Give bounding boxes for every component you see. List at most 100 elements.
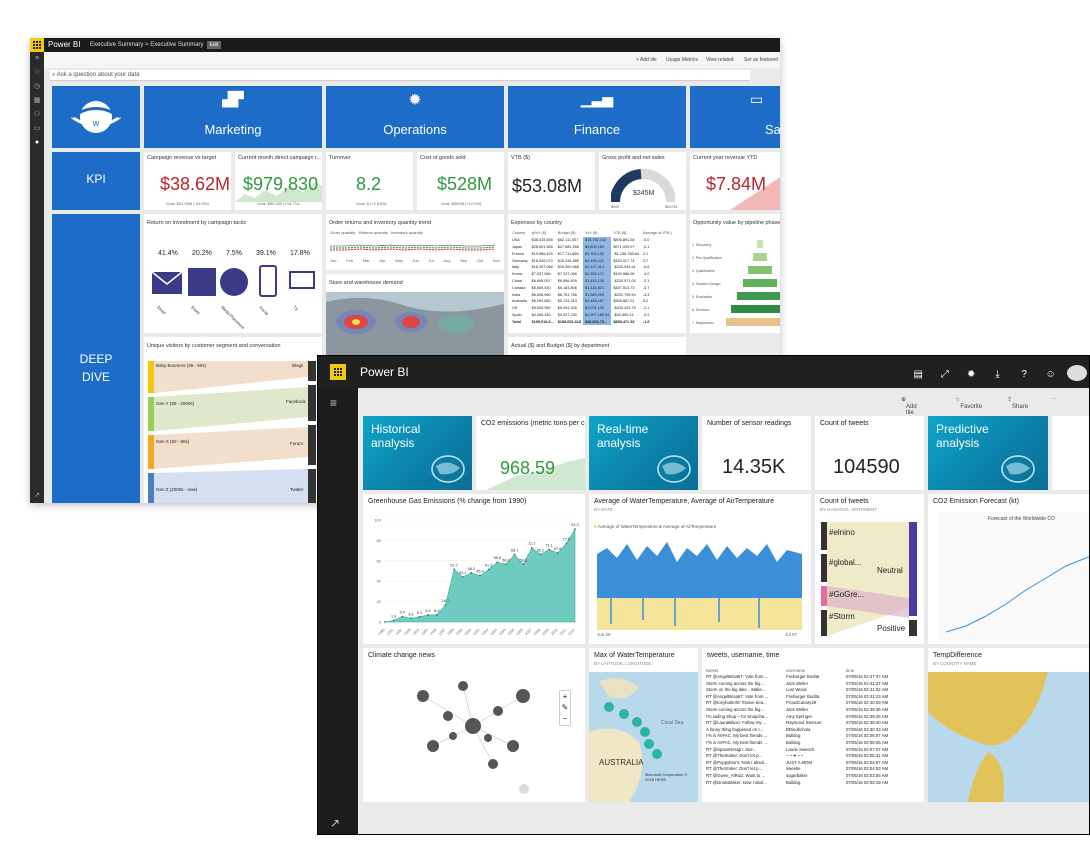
- home-button[interactable]: [519, 784, 529, 794]
- fullscreen-icon[interactable]: ⤢: [940, 369, 949, 380]
- ghg-point[interactable]: [487, 568, 490, 571]
- tweet-row[interactable]: Storm coming across the big... Jack Welle…: [706, 681, 920, 688]
- share-button[interactable]: ⇪ Share: [1007, 397, 1029, 410]
- set-featured-link[interactable]: Set as featured: [744, 57, 778, 63]
- ghg-point[interactable]: [453, 568, 455, 571]
- ghg-point[interactable]: [461, 576, 464, 578]
- comment-icon[interactable]: ▤: [913, 369, 923, 380]
- realtime-analysis-tile[interactable]: Real-time analysis: [589, 416, 698, 490]
- funnel-bar[interactable]: [753, 253, 767, 261]
- ghg-point[interactable]: [505, 563, 507, 566]
- ghg-point[interactable]: [392, 619, 395, 622]
- edit-icon[interactable]: ✎: [561, 703, 569, 712]
- apps-icon[interactable]: ▦: [33, 97, 41, 104]
- ghg-point[interactable]: [574, 528, 576, 531]
- tweet-row[interactable]: RT @Gwen_AlRuiz: Want to ... sugarbaker 07…: [706, 773, 920, 780]
- order-returns-tile[interactable]: Order returns and inventory quantity tre…: [326, 214, 504, 270]
- edit-badge[interactable]: Edit: [206, 41, 222, 49]
- tweets-table-tile[interactable]: tweets, username, time tweets username t…: [702, 648, 924, 802]
- hashtag-tweets-tile[interactable]: Count of tweets BY HASHTAG, SENTIMENT #e…: [815, 494, 924, 644]
- ghg-point[interactable]: [513, 553, 516, 556]
- ghg-point[interactable]: [470, 571, 473, 574]
- water-temp-map-tile[interactable]: Max of WaterTemperature BY LATITUDE, LON…: [589, 648, 698, 802]
- more-options-icon[interactable]: ···: [1051, 396, 1057, 402]
- ghg-point[interactable]: [435, 614, 438, 616]
- funnel-bar[interactable]: [757, 240, 763, 248]
- workspaces-icon[interactable]: ▭: [33, 125, 41, 132]
- tweet-row[interactable]: RT @AngelBrisa67: Vote from ... Freiburge…: [706, 674, 920, 681]
- tweet-row[interactable]: RT @PoppyMorn: Now I absol... JUST A MOM 0…: [706, 760, 920, 767]
- qna-input[interactable]: ⌕ Ask a question about your data: [50, 70, 750, 81]
- view-related-link[interactable]: View related: [706, 57, 734, 63]
- app-title[interactable]: Power BI: [360, 365, 409, 379]
- menu-icon[interactable]: ≡: [34, 55, 40, 62]
- app-launcher-icon[interactable]: [30, 38, 44, 52]
- tweet-row[interactable]: Storm coming across the big... Jack Welle…: [706, 707, 920, 714]
- tweet-row[interactable]: RT @SpaceDesign: Stor... Laurie Swench 07/…: [706, 747, 920, 754]
- tweet-row[interactable]: I'% is AVFAC. My best friends ... Bulldog…: [706, 733, 920, 740]
- deep-dive-side-tile[interactable]: DEEP DIVE: [52, 214, 140, 503]
- funnel-bar[interactable]: [743, 279, 777, 287]
- campaign-revenue-tile[interactable]: Campaign revenue vs target $38.62M Goal:…: [144, 152, 231, 210]
- zoom-out-button[interactable]: −: [562, 714, 568, 723]
- menu-icon[interactable]: ≡: [330, 396, 338, 410]
- expand-icon[interactable]: ↗: [330, 816, 341, 830]
- user-avatar[interactable]: [1067, 364, 1087, 381]
- breadcrumb[interactable]: Executive Summary > Executive Summary Edi…: [90, 38, 222, 52]
- tweet-row[interactable]: Storm on the big lake... Make... Lost Woo…: [706, 687, 920, 694]
- sales-tile[interactable]: ▭ Sa: [690, 86, 780, 148]
- ghg-point[interactable]: [427, 614, 430, 616]
- shared-icon[interactable]: ⚇: [33, 111, 41, 118]
- vtb-tile[interactable]: VTB ($) $53.08M: [508, 152, 595, 210]
- finance-tile[interactable]: ▁▃▅ Finance: [508, 86, 686, 148]
- ghg-point[interactable]: [479, 574, 481, 577]
- tweet-row[interactable]: RT @LauraBiluso: Follow my ... Raymond St…: [706, 720, 920, 727]
- funnel-bar[interactable]: [737, 292, 780, 300]
- predictive-analysis-tile[interactable]: Predictive analysis: [928, 416, 1048, 490]
- operations-tile[interactable]: ✹ Operations: [326, 86, 504, 148]
- temp-difference-tile[interactable]: TempDifference BY COUNTRY NAME: [928, 648, 1089, 802]
- expand-icon[interactable]: ↗: [34, 492, 40, 499]
- gross-profit-tile[interactable]: Gross profit and net sales $245M $0M $62…: [599, 152, 686, 210]
- ghg-point[interactable]: [548, 548, 550, 551]
- funnel-bar[interactable]: [726, 318, 780, 326]
- climate-news-tile[interactable]: Climate change news + ✎ −: [363, 648, 585, 802]
- co2-forecast-tile[interactable]: CO2 Emission Forecast (kt) Forecast of t…: [928, 494, 1089, 644]
- funnel-bar[interactable]: [731, 305, 780, 313]
- expenses-tile[interactable]: Expenses by country Country gYoY ($) Budge…: [508, 214, 686, 333]
- roi-tile[interactable]: Return on investment by campaign tactic …: [144, 214, 322, 333]
- feedback-icon[interactable]: ☺: [1045, 369, 1056, 380]
- favorites-icon[interactable]: ☆: [33, 69, 41, 76]
- revenue-ytd-tile[interactable]: Current year revenue YTD $7.84M: [690, 152, 780, 210]
- usage-metrics-link[interactable]: Usage Metrics: [666, 57, 698, 63]
- tweets-count-tile[interactable]: Count of tweets 104590: [815, 416, 924, 490]
- zoom-in-button[interactable]: +: [562, 692, 568, 701]
- recent-icon[interactable]: ◷: [33, 83, 41, 90]
- ghg-point[interactable]: [530, 546, 533, 549]
- download-icon[interactable]: ⤓: [995, 369, 1000, 380]
- help-icon[interactable]: ?: [1021, 369, 1027, 380]
- historical-analysis-tile[interactable]: Historical analysis: [363, 416, 472, 490]
- app-launcher-icon[interactable]: [330, 364, 346, 380]
- app-title[interactable]: Power BI: [48, 40, 81, 49]
- tweet-row[interactable]: I'm sailing Shop ~ for Snapcha... Amy Spr…: [706, 714, 920, 721]
- tweet-row[interactable]: RT @TheStoker: Don't let p... ~ ~ ♥ ~ ~ 07…: [706, 753, 920, 760]
- ghg-point[interactable]: [522, 563, 525, 566]
- breadcrumb-text[interactable]: Executive Summary > Executive Summary: [90, 42, 204, 48]
- direct-campaign-tile[interactable]: Current month direct campaign r... $979,…: [235, 152, 322, 210]
- ghg-point[interactable]: [401, 615, 404, 618]
- tweet-row[interactable]: RT @AngelBrisa67: Vote from ... Freiburge…: [706, 694, 920, 701]
- ghg-emissions-tile[interactable]: Greenhouse Gas Emissions (% change from …: [363, 494, 585, 644]
- ghg-point[interactable]: [384, 621, 386, 623]
- unique-visitors-tile[interactable]: Unique visitors by customer segment and …: [144, 337, 322, 503]
- partial-tile[interactable]: [1052, 416, 1089, 490]
- tweet-row[interactable]: I'% is AVFAC. My best friends ... Bulldog…: [706, 740, 920, 747]
- company-logo-tile[interactable]: w: [52, 86, 140, 148]
- ghg-point[interactable]: [556, 552, 559, 554]
- avg-temperature-tile[interactable]: Average of WaterTemperature, Average of …: [589, 494, 811, 644]
- funnel-bar[interactable]: [748, 266, 772, 274]
- ghg-point[interactable]: [444, 604, 447, 606]
- settings-icon[interactable]: ✹: [966, 369, 976, 380]
- opportunity-tile[interactable]: Opportunity value by pipeline phase 1. D…: [690, 214, 780, 333]
- ghg-point[interactable]: [496, 561, 499, 564]
